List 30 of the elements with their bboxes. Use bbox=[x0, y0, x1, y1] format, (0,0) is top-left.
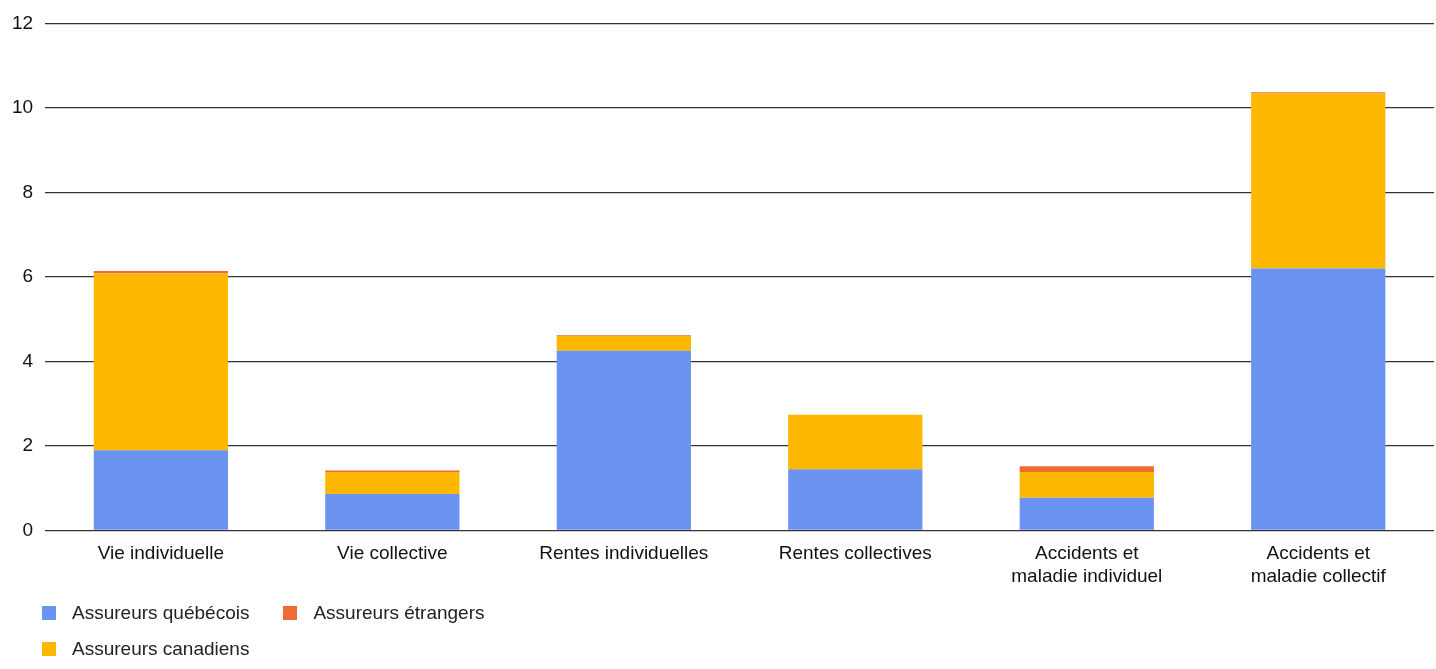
legend-label: Assureurs québécois bbox=[72, 602, 250, 624]
y-tick-label: 2 bbox=[22, 434, 34, 456]
bar bbox=[788, 469, 923, 530]
x-tick-label: Accidents et maladie collectif bbox=[1250, 542, 1387, 586]
y-tick-label: 12 bbox=[11, 11, 34, 33]
bar bbox=[325, 472, 460, 495]
bar bbox=[325, 494, 460, 530]
y-tick-label: 10 bbox=[11, 96, 34, 118]
x-tick-label: Rentes individuelles bbox=[539, 542, 709, 564]
bar bbox=[1251, 93, 1386, 269]
x-tick-label: Vie collective bbox=[337, 542, 448, 564]
bar bbox=[93, 450, 228, 530]
bar bbox=[1019, 466, 1154, 473]
x-tick-label: Rentes collectives bbox=[778, 542, 932, 564]
bar bbox=[93, 273, 228, 451]
bar bbox=[1251, 268, 1386, 530]
bar bbox=[1019, 497, 1154, 530]
bar bbox=[788, 414, 923, 470]
legend-label: Assureurs étrangers bbox=[313, 602, 485, 624]
x-tick-label: Vie individuelle bbox=[97, 542, 225, 564]
bar bbox=[556, 336, 691, 351]
x-tick-label: Accidents et maladie individuel bbox=[1011, 542, 1163, 586]
bar bbox=[93, 270, 228, 274]
y-tick-label: 0 bbox=[22, 518, 34, 540]
bar bbox=[556, 350, 691, 530]
legend-label: Assureurs canadiens bbox=[72, 638, 250, 660]
bar bbox=[1019, 472, 1154, 498]
y-tick-label: 6 bbox=[22, 265, 34, 287]
y-tick-label: 4 bbox=[22, 349, 34, 371]
y-tick-label: 8 bbox=[22, 180, 34, 202]
